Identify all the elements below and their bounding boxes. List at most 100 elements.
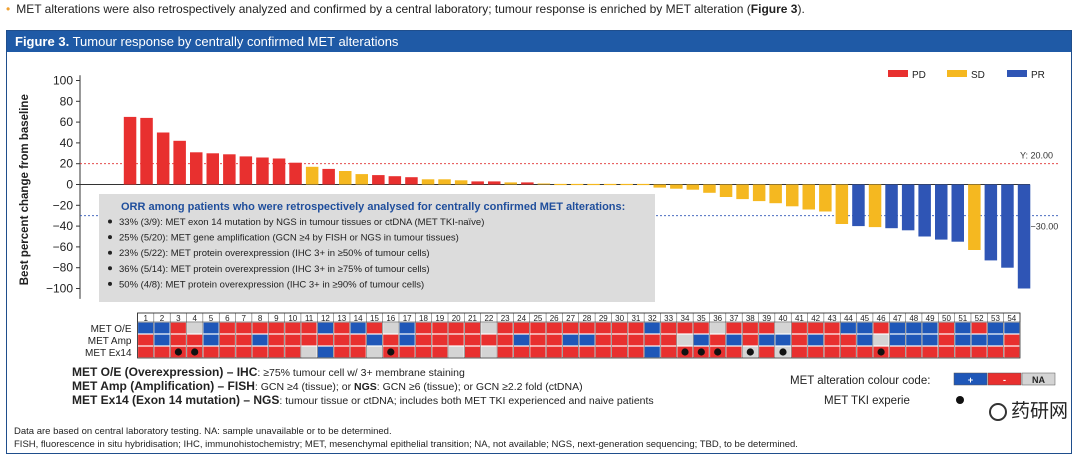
intro-text: MET alterations were also retrospectivel… [16,2,751,16]
heatmap-cell [628,322,644,334]
heatmap-cell [497,322,513,334]
watermark: 药研网 [988,396,1068,423]
heatmap-cell [661,334,677,346]
heatmap-cell [644,322,660,334]
heatmap-cell [563,346,579,358]
heatmap-cell [1004,322,1020,334]
y-tick-label: −60 [53,240,74,254]
orr-item: 50% (4/8): MET protein overexpression (I… [119,279,424,290]
bar [918,184,931,237]
bar [587,183,600,186]
heatmap-cell [138,334,154,346]
bar [156,132,170,185]
definition-line: MET Amp (Amplification) – FISH: GCN ≥4 (… [72,379,583,393]
tki-experienced-dot [191,348,199,356]
heatmap-cell [791,334,807,346]
tki-experienced-dot [387,348,395,356]
colour-code-text: NA [1032,375,1045,385]
heatmap-cell [840,346,856,358]
patient-number: 29 [599,314,608,323]
bar [686,184,700,190]
definition-line: MET O/E (Overexpression) – IHC: ≥75% tum… [72,365,465,379]
heatmap-cell [465,346,481,358]
heatmap-cell [432,346,448,358]
bullet: • [6,2,11,16]
bar [653,184,666,188]
heatmap-cell [840,322,856,334]
bar [355,174,368,185]
patient-number: 37 [730,314,739,323]
heatmap-cell [317,322,333,334]
intro-close: ). [797,2,805,16]
heatmap-cell [1004,334,1020,346]
heatmap-cell [448,334,464,346]
orr-bullet [108,219,112,224]
heatmap-cell [628,334,644,346]
heatmap-cell [252,346,268,358]
patient-number: 19 [435,314,444,323]
heatmap-cell [906,346,922,358]
patient-number: 51 [958,314,967,323]
legend-swatch [947,70,967,77]
heatmap-cell [383,322,399,334]
tki-legend-dot [956,396,964,404]
footnote-1: Data are based on central laboratory tes… [14,426,392,437]
heatmap-cell [759,334,775,346]
bar [123,116,137,185]
heatmap-cell [987,322,1003,334]
heatmap-cell [301,334,317,346]
heatmap-cell [938,334,954,346]
tki-experienced-dot [877,348,885,356]
patient-number: 35 [697,314,706,323]
legend-swatch [888,70,908,77]
heatmap-cell [187,322,203,334]
patient-number: 8 [258,314,263,323]
patient-number: 52 [975,314,984,323]
bar [570,183,584,186]
heatmap-cell [415,322,431,334]
patient-number: 10 [288,314,297,323]
heatmap-cell [971,346,987,358]
patient-number: 5 [209,314,214,323]
y-tick-label: −80 [53,261,74,275]
patient-number: 50 [942,314,951,323]
bar [802,184,815,210]
patient-number: 4 [192,314,197,323]
heatmap-cell [922,334,938,346]
heatmap-cell [579,322,595,334]
heatmap-cell [759,346,775,358]
heatmap-cell [432,334,448,346]
y-tick-label: 0 [66,178,73,192]
heatmap-cell [187,334,203,346]
patient-number: 9 [274,314,279,323]
orr-item: 23% (5/22): MET protein overexpression (… [119,248,430,259]
heatmap-cell [415,334,431,346]
heatmap-cell [203,346,219,358]
colour-code-swatch [987,372,1022,386]
heatmap-cell [857,346,873,358]
heatmap-cell [824,346,840,358]
heatmap-cell [677,322,693,334]
bar [289,162,302,185]
orr-item: 33% (3/9): MET exon 14 mutation by NGS i… [119,217,484,228]
bar [1001,184,1014,268]
heatmap-cell [791,346,807,358]
patient-number: 32 [648,314,657,323]
heatmap-cell [138,322,154,334]
heatmap-cell [889,322,905,334]
bar [372,175,385,185]
heatmap-cell [726,346,742,358]
heatmap-cell [285,322,301,334]
heatmap-cell [873,322,889,334]
patient-number: 28 [582,314,591,323]
heatmap-cell [922,346,938,358]
heatmap-cell [889,334,905,346]
heatmap-border [137,312,1021,359]
tki-legend-label: MET TKI experie [824,395,910,407]
legend-label: SD [971,70,985,81]
heatmap-cell [530,322,546,334]
heatmap-cell [857,322,873,334]
heatmap-row-label: MET Ex14 [85,348,132,359]
heatmap-cell [383,334,399,346]
heatmap-cell [236,346,252,358]
